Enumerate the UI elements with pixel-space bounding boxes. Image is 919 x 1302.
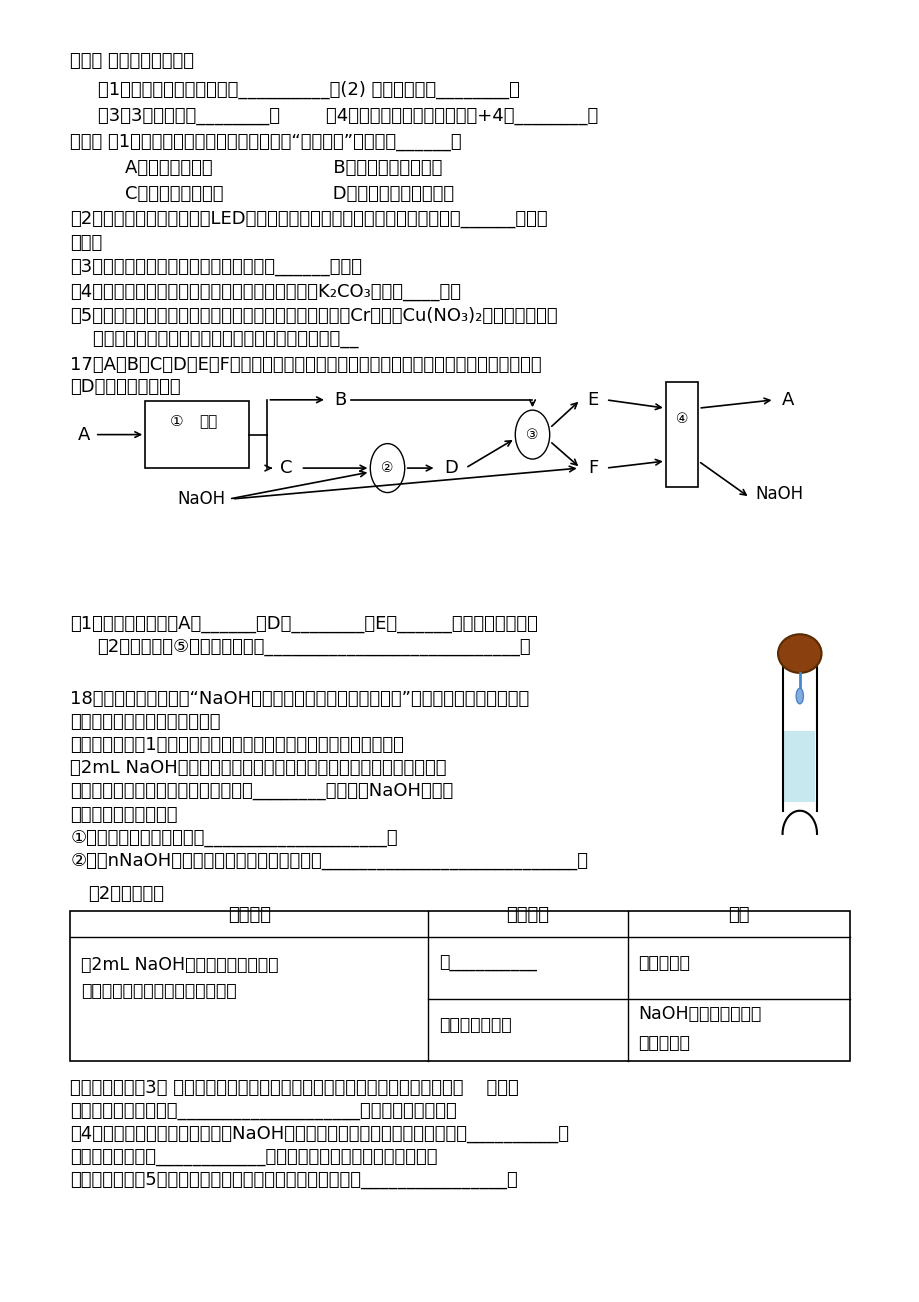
Text: 电能。: 电能。 <box>70 233 103 251</box>
Text: ①: ① <box>170 414 184 430</box>
Text: （2）、上海世博会使用很多LED灯，为其供电的装置接受阳光照射后，便可将______转化为: （2）、上海世博会使用很多LED灯，为其供电的装置接受阳光照射后，便可将____… <box>70 211 548 228</box>
Text: ①请指出右图操作中的错误____________________。: ①请指出右图操作中的错误____________________。 <box>70 829 398 846</box>
Text: 的探究活动，并回答有关问题。: 的探究活动，并回答有关问题。 <box>70 712 221 730</box>
Bar <box>145 401 249 469</box>
Text: 结论: 结论 <box>727 906 749 924</box>
Text: 高温: 高温 <box>199 414 217 430</box>
Text: ②: ② <box>380 461 393 475</box>
Text: C、减少使用塑料袋                   D、减少使用一次性纸杯: C、减少使用塑料袋 D、减少使用一次性纸杯 <box>125 185 453 203</box>
Text: 好完全反应: 好完全反应 <box>638 1034 689 1052</box>
Circle shape <box>369 444 404 492</box>
Text: 若__________: 若__________ <box>438 954 537 971</box>
Text: 18、某化学兴趣小组对“NaOH溶液与稀盐酸是否恰好完全反应”进行探究。请你参与他们: 18、某化学兴趣小组对“NaOH溶液与稀盐酸是否恰好完全反应”进行探究。请你参与… <box>70 690 529 708</box>
Text: ④: ④ <box>675 413 687 426</box>
Text: （1）根据上图推断，A是______，D是________，E是______，（填写化学式）: （1）根据上图推断，A是______，D是________，E是______，（… <box>70 615 538 633</box>
Text: C: C <box>279 460 292 477</box>
Text: （5）、铬、铜及其合金在交通工具上随处可见，现将铬（Cr）插入Cu(NO₃)₂的溶液中，铬上: （5）、铬、铜及其合金在交通工具上随处可见，现将铬（Cr）插入Cu(NO₃)₂的… <box>70 307 558 326</box>
Text: （3）3个亚铁离子________；        （4）碳酸中碳元素的化合价为+4价________。: （3）3个亚铁离子________； （4）碳酸中碳元素的化合价为+4价____… <box>97 108 597 125</box>
Text: 有红色物质析出。则铬和铜相比，金属活动性强的是__: 有红色物质析出。则铬和铜相比，金属活动性强的是__ <box>70 331 358 348</box>
Text: （1）空气中含量最多的气体__________；(2) 二个氯气分子________。: （1）空气中含量最多的气体__________；(2) 二个氯气分子______… <box>97 81 519 99</box>
Text: 为此，还需要选择____________（填一种试剖），再进行实验即可。: 为此，还需要选择____________（填一种试剖），再进行实验即可。 <box>70 1148 437 1167</box>
Text: F: F <box>587 460 597 477</box>
Text: （实验反思）（3） 方案一在滴入稀盐酸的过程中，若观察到曾有少量气泡出现，    请分析: （实验反思）（3） 方案一在滴入稀盐酸的过程中，若观察到曾有少量气泡出现， 请分… <box>70 1078 518 1096</box>
Text: ③: ③ <box>526 427 539 441</box>
Text: 实验步骤: 实验步骤 <box>228 906 270 924</box>
Text: NaOH: NaOH <box>755 484 803 503</box>
Text: 厖2mL NaOH溶液于试管中，滴入: 厖2mL NaOH溶液于试管中，滴入 <box>81 956 278 974</box>
Text: （实验探究）（1）方案一：某同学按右图所示的方法先向试管中加入: （实验探究）（1）方案一：某同学按右图所示的方法先向试管中加入 <box>70 736 403 754</box>
Text: 稀盐酸过量: 稀盐酸过量 <box>638 954 689 971</box>
Text: 稀盐酸恰好完全反应。: 稀盐酸恰好完全反应。 <box>70 806 177 824</box>
Text: （拓展应用）（5）请举一例说明中和反应在生产生活中应用________________。: （拓展应用）（5）请举一例说明中和反应在生产生活中应用_____________… <box>70 1172 517 1190</box>
Text: 剠2mL NaOH溶液，再滴入几滴酷酵溶液，溶液变红。然后慢慢滴入稀: 剠2mL NaOH溶液，再滴入几滴酷酵溶液，溶液变红。然后慢慢滴入稀 <box>70 759 447 777</box>
Text: 产生气泡的原因可能是____________________（写出一条即可）。: 产生气泡的原因可能是____________________（写出一条即可）。 <box>70 1101 457 1120</box>
Text: 一定量的稀盐酸，振荡后加入镁条: 一定量的稀盐酸，振荡后加入镁条 <box>81 982 236 1000</box>
Text: B: B <box>334 391 346 409</box>
Text: （2）方案二：: （2）方案二： <box>88 885 165 904</box>
Ellipse shape <box>777 634 821 673</box>
Circle shape <box>515 410 550 460</box>
Text: （4）有同学提出方案二不能证明NaOH溶液与稀盐酸恰好完全反应，其原因是__________。: （4）有同学提出方案二不能证明NaOH溶液与稀盐酸恰好完全反应，其原因是____… <box>70 1125 569 1143</box>
Text: A: A <box>78 426 90 444</box>
Text: （二） 用化学用语表示。: （二） 用化学用语表示。 <box>70 52 194 70</box>
Text: NaOH: NaOH <box>177 490 225 508</box>
Text: A: A <box>781 391 793 409</box>
Bar <box>70 911 849 1061</box>
Ellipse shape <box>795 689 802 704</box>
Text: 中D是最常见的溶剖。: 中D是最常见的溶剖。 <box>70 378 181 396</box>
Text: D: D <box>444 460 458 477</box>
Text: （4）、在农业生产中，施用的草木灰（有效成分是K₂CO₃）属于____肥。: （4）、在农业生产中，施用的草木灰（有效成分是K₂CO₃）属于____肥。 <box>70 283 460 301</box>
Text: （三） （1）、下列日常生活中的做法，符合“低碳生活”理念的是______。: （三） （1）、下列日常生活中的做法，符合“低碳生活”理念的是______。 <box>70 133 461 151</box>
Text: 盐酸，边滴边振荡，直至溶液恰好变为________色，证明NaOH溶液与: 盐酸，边滴边振荡，直至溶液恰好变为________色，证明NaOH溶液与 <box>70 783 453 801</box>
Text: （3）、洗洁精能清除油污，这是利用它的______作用。: （3）、洗洁精能清除油污，这是利用它的______作用。 <box>70 258 362 276</box>
Text: E: E <box>587 391 598 409</box>
Text: 17、A、B、C、D、E、F六种物质都是初中化学内容中涉及的化合物，转化关系如下图，其: 17、A、B、C、D、E、F六种物质都是初中化学内容中涉及的化合物，转化关系如下… <box>70 355 541 374</box>
Text: A、节约使用纸张                     B、分类回收处理垃圾: A、节约使用纸张 B、分类回收处理垃圾 <box>125 159 442 177</box>
Text: NaOH溶液与稀盐酸恰: NaOH溶液与稀盐酸恰 <box>638 1005 761 1023</box>
Text: （2）写出反应⑤的化学方程式：____________________________。: （2）写出反应⑤的化学方程式：_________________________… <box>97 638 530 656</box>
Text: 实验现象: 实验现象 <box>505 906 549 924</box>
Text: 若没有明显现象: 若没有明显现象 <box>438 1016 511 1034</box>
Text: ②写出nNaOH溶液与稀盐酸反应的化学方程式____________________________。: ②写出nNaOH溶液与稀盐酸反应的化学方程式__________________… <box>70 852 588 870</box>
Bar <box>784 730 814 802</box>
Bar <box>665 381 698 487</box>
